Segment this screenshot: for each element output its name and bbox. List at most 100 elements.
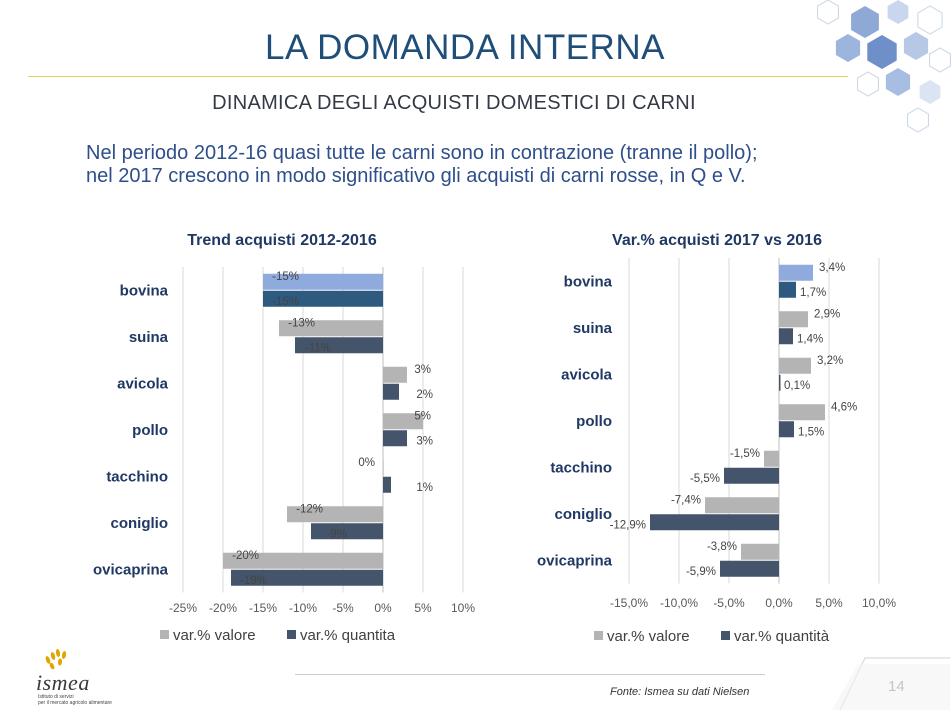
category-label: tacchino [550,459,612,476]
data-label: -5,5% [690,473,720,485]
x-tick-label: 0,0% [765,596,793,610]
bar-coniglio-valore [287,506,383,523]
data-label: -12% [296,503,323,515]
data-label: 4,6% [831,401,857,413]
data-label: -13% [288,317,315,329]
category-label: suina [573,320,613,337]
legend-swatch [721,631,730,640]
data-label: 1,7% [800,287,826,299]
bar-avicola-quantita [383,383,399,400]
data-label: 3% [414,364,431,376]
bar-suina-quantita [779,328,793,345]
category-label: ovicaprina [93,561,169,578]
legend-swatch [287,630,296,639]
data-label: 1,5% [798,426,824,438]
hexagon-shape [903,32,929,60]
data-label: 0,1% [784,380,810,392]
bar-ovicaprina-valore [223,552,383,569]
x-tick-label: 5% [414,601,432,615]
bar-tacchino-valore [383,459,384,476]
legend-label: var.% valore [607,628,690,645]
category-label: pollo [576,413,612,430]
bar-ovicaprina-quantita [231,569,383,586]
x-tick-label: -15,0% [610,596,648,610]
data-label: -5,9% [686,566,716,578]
data-label: -15% [272,271,299,283]
data-label: 2% [416,389,433,401]
bar-bovina-valore [779,264,813,281]
x-tick-label: -5,0% [713,596,745,610]
category-label: tacchino [106,468,168,485]
legend-label: var.% quantità [734,628,830,645]
bar-avicola-valore [383,366,407,383]
bar-ovicaprina-valore [741,543,779,560]
category-label: pollo [132,422,168,439]
logo-tagline: Istituto di servizi per il mercato agric… [38,694,112,706]
summary-line-2: nel 2017 crescono in modo significativo … [86,165,746,187]
category-label: suina [129,329,169,346]
data-label: 3% [416,435,433,447]
data-label: -20% [232,550,259,562]
data-label: -9% [327,528,347,540]
bar-bovina-valore [263,273,383,290]
hexagon-shape [857,71,879,97]
x-tick-label: 0% [374,601,392,615]
slide-title: LA DOMANDA INTERNA [265,28,665,67]
bar-pollo-valore [779,404,825,421]
data-label: 1,4% [797,333,823,345]
data-label: -12,9% [610,519,646,531]
bar-bovina-quantita [779,281,796,298]
summary-line-1: Nel periodo 2012-16 quasi tutte le carni… [86,142,758,164]
hexagon-shape [851,6,879,38]
category-label: bovina [564,273,613,290]
hexagon-shape [887,0,909,24]
x-tick-label: 5,0% [815,596,843,610]
category-label: ovicaprina [537,552,613,569]
bar-tacchino-quantita [383,476,391,493]
legend-label: var.% quantita [300,627,396,644]
bar-coniglio-valore [705,497,779,514]
bar-tacchino-quantita [724,467,779,484]
data-label: 2,9% [814,308,840,320]
x-tick-label: -25% [169,601,197,615]
bar-ovicaprina-quantita [720,560,779,577]
bar-suina-valore [279,320,383,337]
x-tick-label: -15% [249,601,277,615]
x-tick-label: -20% [209,601,237,615]
data-label: -3,8% [707,541,737,553]
x-tick-label: -5% [332,601,354,615]
bar-suina-valore [779,311,808,328]
x-tick-label: -10% [289,601,317,615]
data-label: -19% [240,575,267,587]
legend-swatch [594,631,603,640]
footer-divider [295,674,765,675]
data-label: 3,4% [819,262,845,274]
logo-wordmark: ismea [36,670,90,695]
hexagon-shape [867,35,897,69]
wheat-icon [45,649,67,670]
title-divider [28,76,848,77]
bar-suina-quantita [295,337,383,354]
legend-swatch [160,630,169,639]
data-label: -1,5% [730,448,760,460]
hexagon-shape [907,107,929,133]
hexagon-shape [929,47,951,73]
category-label: avicola [117,375,169,392]
hexagon-shape [885,68,911,96]
summary-text: Nel periodo 2012-16 quasi tutte le carni… [86,142,906,188]
bar-pollo-valore [383,413,423,430]
data-label: -11% [305,342,331,354]
source-note: Fonte: Ismea su dati Nielsen [610,686,750,698]
category-label: coniglio [555,506,613,523]
data-label: 1% [416,482,433,494]
bar-coniglio-quantita [650,514,779,531]
data-label: 0% [358,457,375,469]
hexagon-decoration [817,0,951,133]
category-label: avicola [561,366,613,383]
hexagon-shape [835,34,861,62]
bar-pollo-quantita [779,421,794,438]
x-tick-label: -10,0% [660,596,698,610]
ismea-logo: ismea Istituto di servizi per il mercato… [24,646,124,706]
